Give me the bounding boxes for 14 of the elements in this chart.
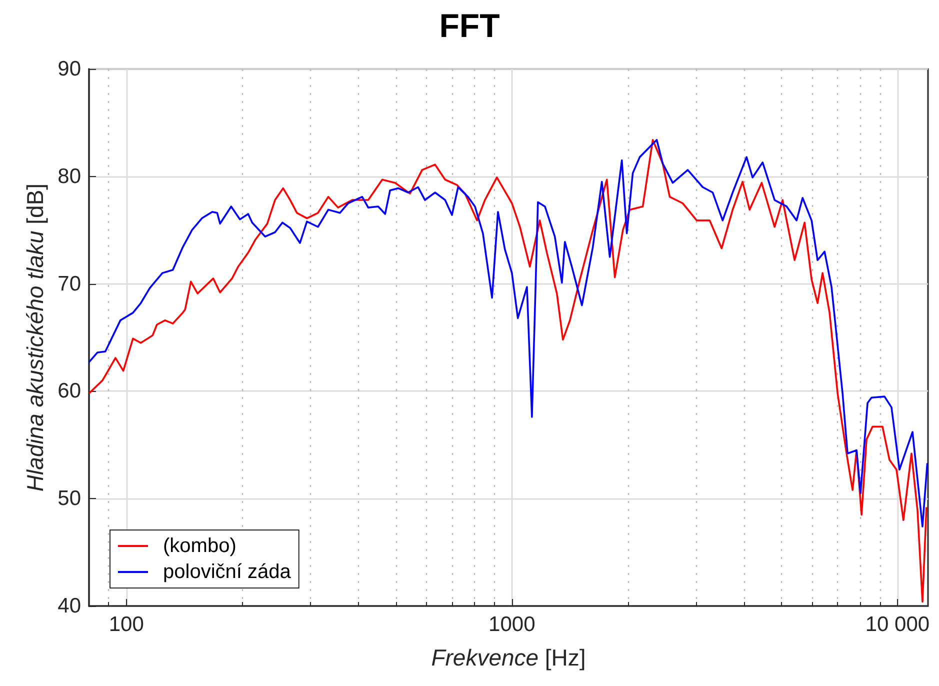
y-tick-label: 90 bbox=[58, 58, 81, 80]
x-tick-label: 10 000 bbox=[865, 613, 930, 636]
y-tick-label: 70 bbox=[58, 272, 81, 296]
y-tick-label: 40 bbox=[58, 594, 81, 618]
y-tick-label: 80 bbox=[58, 164, 81, 188]
legend-label: poloviční záda bbox=[163, 561, 292, 583]
x-tick-label: 100 bbox=[108, 613, 144, 636]
x-axis-title: Frekvence [Hz] bbox=[431, 644, 586, 670]
legend-label: (kombo) bbox=[163, 535, 236, 557]
chart-title: FFT bbox=[439, 7, 500, 44]
y-tick-label: 50 bbox=[58, 487, 81, 510]
y-axis-title: Hladina akustického tlaku [dB] bbox=[22, 183, 48, 492]
y-tick-label: 60 bbox=[58, 380, 81, 403]
x-tick-label: 1000 bbox=[488, 613, 536, 636]
